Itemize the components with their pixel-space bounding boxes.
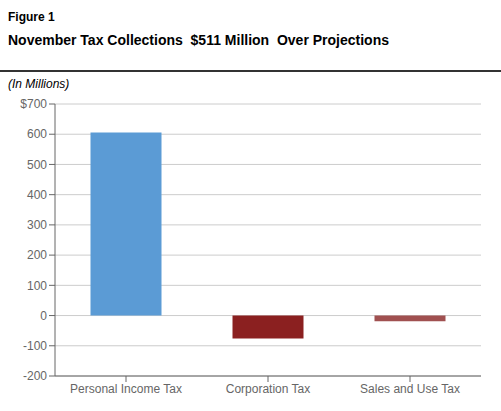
html-text:November Tax Collections $511: November Tax Collections $511 Million Ov…	[8, 32, 389, 48]
svg-text:100: 100	[27, 279, 47, 293]
svg-text:Personal Income Tax: Personal Income Tax	[70, 382, 182, 396]
svg-text:-100: -100	[23, 339, 47, 353]
svg-text:Corporation Tax: Corporation Tax	[226, 382, 311, 396]
svg-text:-200: -200	[23, 369, 47, 383]
svg-text:0: 0	[40, 309, 47, 323]
html-text:Figure 1: Figure 1	[8, 10, 55, 24]
svg-text:600: 600	[27, 127, 47, 141]
svg-text:$700: $700	[20, 97, 47, 111]
svg-text:200: 200	[27, 248, 47, 262]
svg-text:500: 500	[27, 158, 47, 172]
svg-text:Sales and Use Tax: Sales and Use Tax	[360, 382, 460, 396]
svg-text:400: 400	[27, 188, 47, 202]
html-text:(In Millions): (In Millions)	[8, 77, 70, 91]
svg-text:300: 300	[27, 218, 47, 232]
